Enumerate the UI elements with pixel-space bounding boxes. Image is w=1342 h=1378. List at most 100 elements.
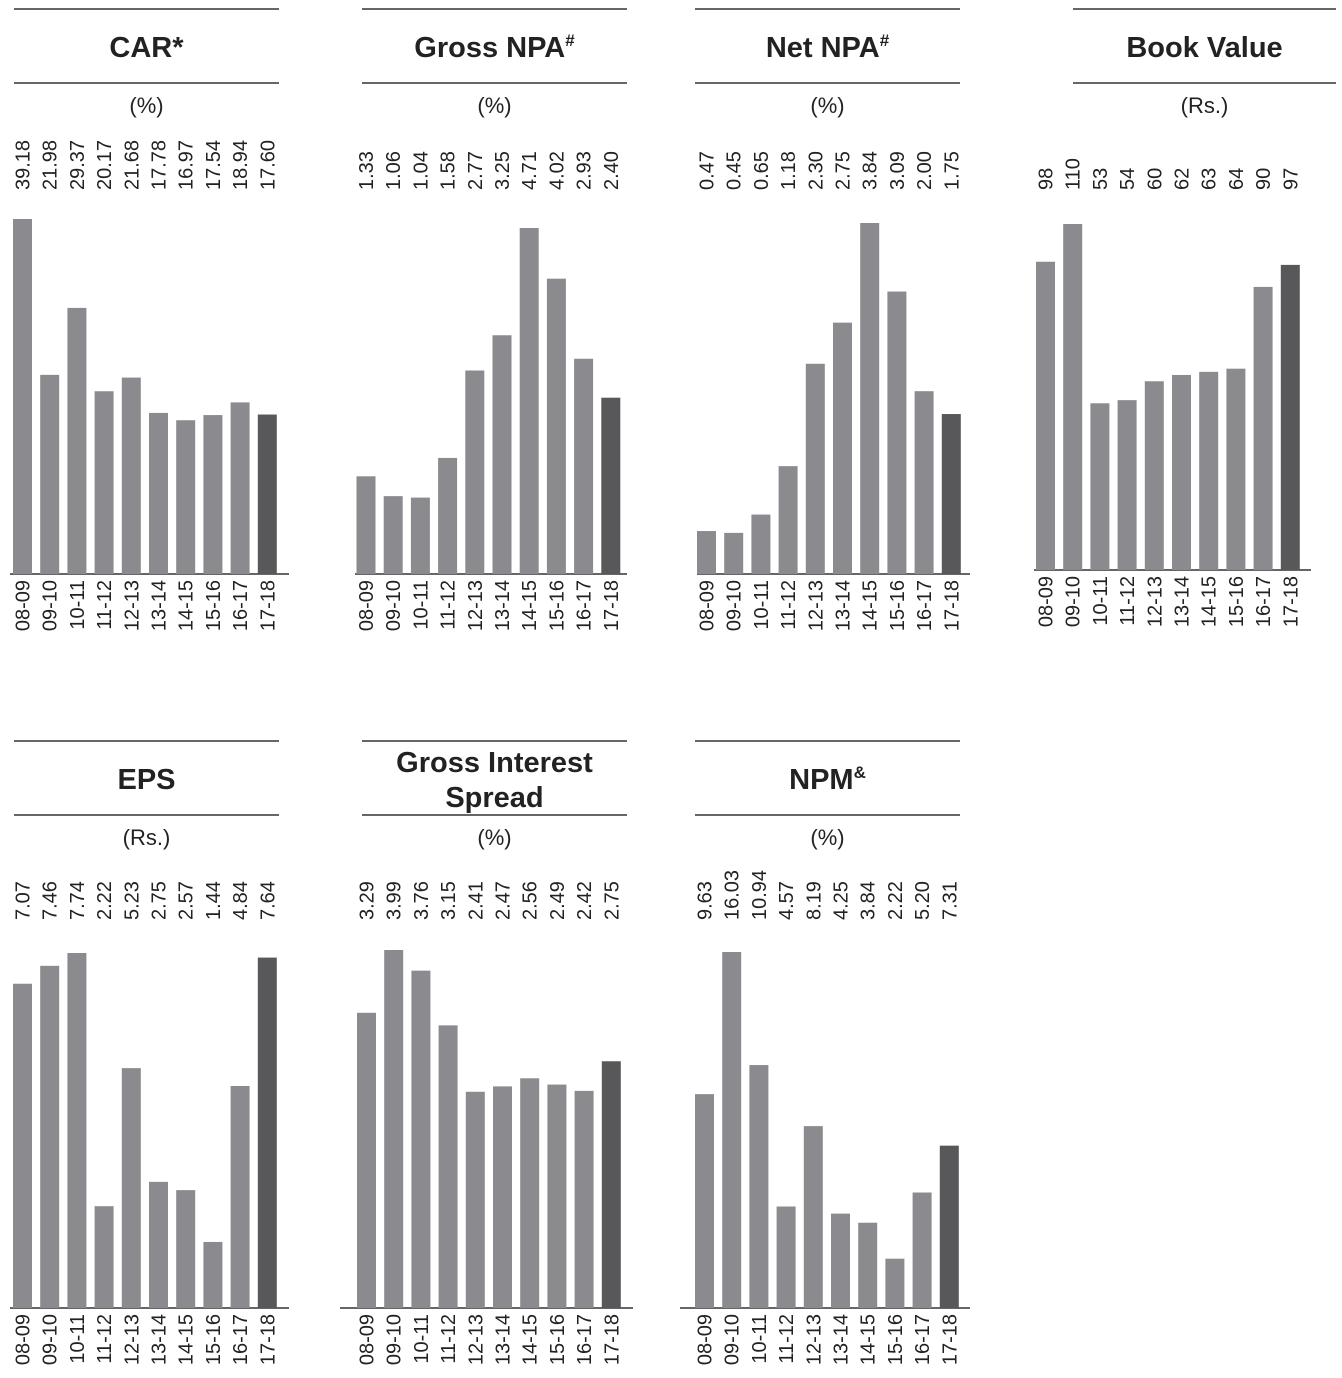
bar <box>1063 224 1083 570</box>
category-label: 12-13 <box>1144 576 1166 627</box>
value-label: 3.84 <box>860 151 882 190</box>
bar <box>1280 264 1300 570</box>
bar <box>257 414 277 574</box>
value-label: 29.37 <box>67 140 89 190</box>
value-label: 2.75 <box>149 881 171 920</box>
bar <box>722 952 742 1308</box>
chart-title: Gross NPA# <box>414 31 575 64</box>
bar <box>1253 286 1273 570</box>
chart-panel: EPS (Rs.) 7.07 08-09 7.46 09-10 7.74 10-11 2.22 1… <box>10 740 289 1365</box>
value-label: 17.78 <box>149 140 171 190</box>
value-label: 2.40 <box>601 151 623 190</box>
bar <box>519 228 539 574</box>
value-label: 1.04 <box>410 151 432 190</box>
bar <box>410 497 430 574</box>
value-label: 53 <box>1090 168 1112 190</box>
category-label: 15-16 <box>203 1314 225 1365</box>
category-label: 12-13 <box>803 1314 825 1365</box>
bar <box>1144 381 1164 570</box>
value-label: 60 <box>1144 168 1166 190</box>
category-label: 14-15 <box>176 580 198 631</box>
value-label: 2.75 <box>601 881 623 920</box>
bar <box>887 291 907 574</box>
value-label: 3.99 <box>384 881 406 920</box>
bar <box>941 414 961 574</box>
category-label: 17-18 <box>1280 576 1302 627</box>
value-label: 7.31 <box>939 881 961 920</box>
value-label: 1.06 <box>383 151 405 190</box>
category-label: 15-16 <box>547 1314 569 1365</box>
bar <box>520 1078 540 1308</box>
bar <box>574 1090 594 1308</box>
category-label: 16-17 <box>914 580 936 631</box>
bar <box>885 1258 905 1308</box>
bar <box>67 953 87 1308</box>
bar <box>465 1091 485 1308</box>
value-label: 98 <box>1036 168 1058 190</box>
category-label: 10-11 <box>411 1314 433 1364</box>
bar <box>860 223 880 574</box>
category-label: 17-18 <box>601 580 623 631</box>
value-label: 3.25 <box>492 151 514 190</box>
category-label: 16-17 <box>230 580 252 631</box>
value-label: 63 <box>1199 168 1221 190</box>
bar <box>1199 371 1219 570</box>
bar <box>1036 261 1055 570</box>
value-label: 3.84 <box>858 881 880 920</box>
category-label: 12-13 <box>465 580 487 631</box>
category-label: 14-15 <box>520 1314 542 1365</box>
bar <box>1226 368 1246 570</box>
category-label: 10-11 <box>749 1314 771 1364</box>
unit-label: (%) <box>810 825 844 850</box>
bar <box>203 415 223 574</box>
bar <box>356 476 376 574</box>
chart-panel: CAR* (%) 39.18 08-09 21.98 09-10 29.37 10-11 20.… <box>10 8 289 631</box>
unit-label: (%) <box>810 93 844 118</box>
bar <box>67 307 87 574</box>
value-label: 2.47 <box>493 881 515 920</box>
value-label: 8.19 <box>803 881 825 920</box>
category-label: 11-12 <box>94 1314 116 1364</box>
category-label: 11-12 <box>94 580 116 630</box>
category-label: 16-17 <box>1253 576 1275 627</box>
category-label: 09-10 <box>722 1314 744 1365</box>
value-label: 110 <box>1063 158 1085 190</box>
bar <box>13 219 32 574</box>
value-label: 9.63 <box>695 881 717 920</box>
bar <box>149 1181 168 1308</box>
value-label: 17.60 <box>257 140 279 190</box>
value-label: 3.15 <box>438 881 460 920</box>
title-footnote-mark: # <box>880 31 890 50</box>
category-label: 08-09 <box>695 1314 717 1365</box>
category-label: 10-11 <box>410 580 432 630</box>
bar <box>230 1086 250 1308</box>
category-label: 12-13 <box>805 580 827 631</box>
value-label: 97 <box>1280 168 1302 190</box>
bar <box>230 402 250 574</box>
value-label: 1.18 <box>778 151 800 190</box>
category-label: 17-18 <box>257 580 279 631</box>
value-label: 16.03 <box>722 870 744 920</box>
category-label: 11-12 <box>776 1314 798 1364</box>
chart-title: NPM& <box>789 763 866 796</box>
value-label: 2.77 <box>465 151 487 190</box>
bar <box>121 1068 141 1308</box>
value-label: 64 <box>1226 168 1248 190</box>
value-label: 2.22 <box>885 881 907 920</box>
value-label: 2.22 <box>94 881 116 920</box>
bar <box>914 391 934 574</box>
category-label: 17-18 <box>601 1314 623 1365</box>
bar <box>697 531 716 574</box>
bar <box>94 391 114 574</box>
bar <box>438 1025 458 1308</box>
category-label: 11-12 <box>438 580 460 630</box>
value-label: 21.68 <box>121 140 143 190</box>
category-label: 09-10 <box>40 1314 62 1365</box>
title-footnote-mark: * <box>172 32 184 64</box>
bar <box>1172 374 1191 570</box>
bar <box>805 363 825 574</box>
category-label: 08-09 <box>1036 576 1058 627</box>
value-label: 0.45 <box>724 151 746 190</box>
category-label: 13-14 <box>833 580 855 631</box>
